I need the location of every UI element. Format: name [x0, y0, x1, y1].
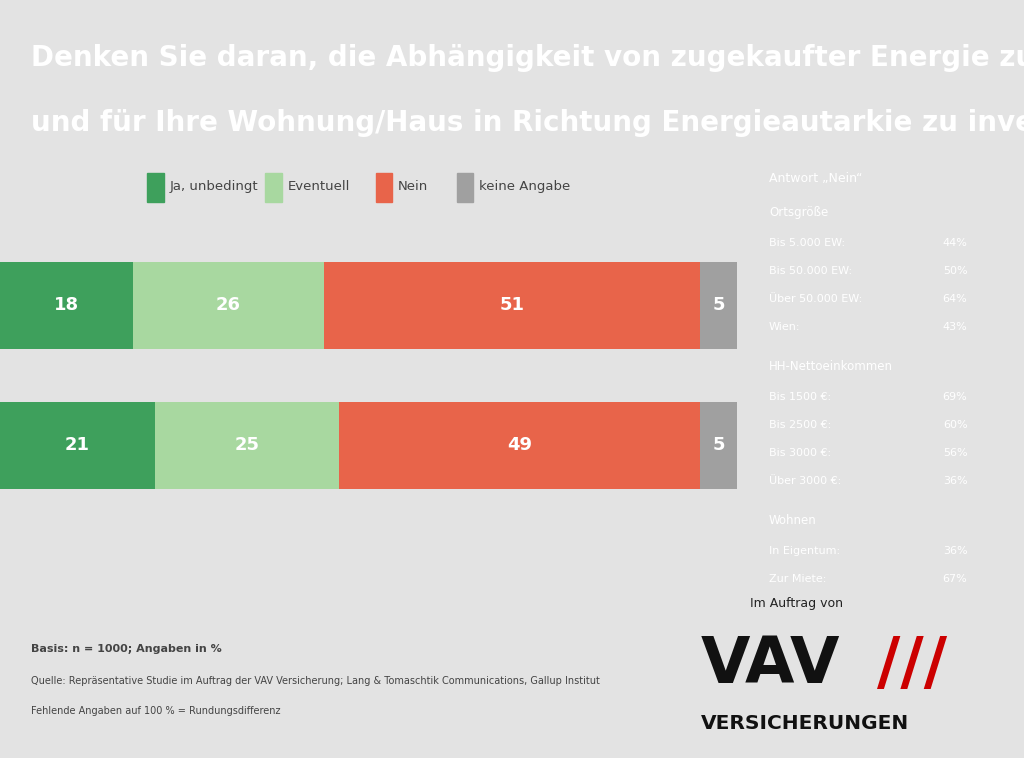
Text: 50%: 50%	[943, 266, 968, 276]
Text: 43%: 43%	[943, 322, 968, 333]
Text: 26: 26	[216, 296, 241, 315]
Text: Über 3000 €:: Über 3000 €:	[769, 476, 842, 486]
Text: Basis: n = 1000; Angaben in %: Basis: n = 1000; Angaben in %	[31, 644, 221, 654]
Text: In Eigentum:: In Eigentum:	[769, 546, 840, 556]
Text: Bis 50.000 EW:: Bis 50.000 EW:	[769, 266, 852, 276]
Text: 5: 5	[713, 296, 725, 315]
FancyBboxPatch shape	[325, 262, 700, 349]
Text: 60%: 60%	[943, 420, 968, 430]
Text: 21: 21	[65, 437, 90, 454]
FancyBboxPatch shape	[700, 402, 737, 489]
Text: Im Auftrag von: Im Auftrag von	[750, 597, 843, 610]
Bar	[457, 174, 473, 202]
FancyBboxPatch shape	[155, 402, 339, 489]
Text: Wohnen: Wohnen	[769, 514, 817, 527]
Text: Denken Sie daran, die Abhängigkeit von zugekaufter Energie zu verringern: Denken Sie daran, die Abhängigkeit von z…	[31, 43, 1024, 71]
Text: Fehlende Angaben auf 100 % = Rundungsdifferenz: Fehlende Angaben auf 100 % = Rundungsdif…	[31, 706, 281, 716]
Text: Ja, unbedingt: Ja, unbedingt	[170, 180, 258, 193]
Text: 36%: 36%	[943, 476, 968, 486]
Text: 67%: 67%	[943, 574, 968, 584]
FancyBboxPatch shape	[133, 262, 325, 349]
Text: Eventuell: Eventuell	[288, 180, 350, 193]
Text: Ortsgröße: Ortsgröße	[769, 206, 828, 219]
Text: 64%: 64%	[943, 294, 968, 304]
Text: HH-Nettoeinkommen: HH-Nettoeinkommen	[769, 360, 893, 373]
Text: 44%: 44%	[942, 238, 968, 248]
Bar	[376, 174, 392, 202]
Text: 49: 49	[507, 437, 532, 454]
Text: 5: 5	[713, 437, 725, 454]
FancyBboxPatch shape	[700, 262, 737, 349]
Text: 51: 51	[500, 296, 525, 315]
Text: Quelle: Repräsentative Studie im Auftrag der VAV Versicherung; Lang & Tomaschtik: Quelle: Repräsentative Studie im Auftrag…	[31, 676, 600, 687]
Text: Bis 2500 €:: Bis 2500 €:	[769, 420, 831, 430]
Text: und für Ihre Wohnung/Haus in Richtung Energieautarkie zu investieren?: und für Ihre Wohnung/Haus in Richtung En…	[31, 109, 1024, 136]
Text: 36%: 36%	[943, 546, 968, 556]
Text: Über 50.000 EW:: Über 50.000 EW:	[769, 294, 862, 304]
Bar	[147, 174, 164, 202]
Text: Nein: Nein	[398, 180, 428, 193]
Text: Antwort „Nein“: Antwort „Nein“	[769, 172, 862, 185]
Text: Zur Miete:: Zur Miete:	[769, 574, 826, 584]
Text: ///: ///	[877, 634, 947, 696]
Text: 69%: 69%	[943, 392, 968, 402]
Text: keine Angabe: keine Angabe	[479, 180, 570, 193]
Text: VERSICHERUNGEN: VERSICHERUNGEN	[701, 714, 909, 733]
FancyBboxPatch shape	[339, 402, 700, 489]
Text: Bis 3000 €:: Bis 3000 €:	[769, 448, 831, 458]
Bar	[265, 174, 282, 202]
Text: Bis 1500 €:: Bis 1500 €:	[769, 392, 831, 402]
Text: 56%: 56%	[943, 448, 968, 458]
FancyBboxPatch shape	[0, 402, 155, 489]
Text: 25: 25	[234, 437, 259, 454]
Text: 18: 18	[54, 296, 79, 315]
Text: Bis 5.000 EW:: Bis 5.000 EW:	[769, 238, 845, 248]
Text: Wien:: Wien:	[769, 322, 801, 333]
Text: VAV: VAV	[701, 634, 841, 696]
FancyBboxPatch shape	[0, 262, 133, 349]
